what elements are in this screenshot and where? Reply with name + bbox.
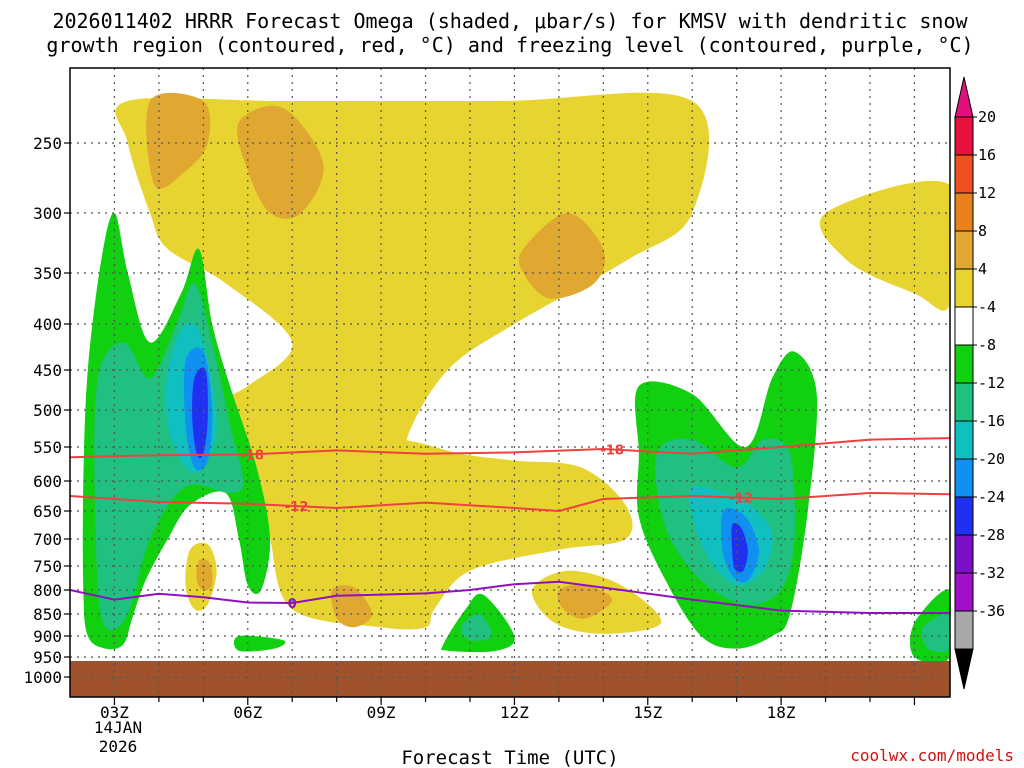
omega-region-25 xyxy=(731,523,748,573)
colorbar-label-8: 8 xyxy=(978,222,987,240)
colorbar-swatch-7 xyxy=(954,382,974,422)
colorbar-swatch-0 xyxy=(954,116,974,156)
colorbar-label--36: -36 xyxy=(978,602,1005,620)
chart-title-line-2: growth region (contoured, red, °C) and f… xyxy=(46,33,973,57)
colorbar-label--16: -16 xyxy=(978,412,1005,430)
omega-region-18 xyxy=(460,613,493,641)
omega-region-24 xyxy=(192,367,208,459)
contour-label--12: -12 xyxy=(285,500,309,515)
y-tick-label-300: 300 xyxy=(33,204,62,223)
colorbar-swatch-13 xyxy=(954,610,974,650)
colorbar-swatch-9 xyxy=(954,458,974,498)
colorbar: 20 16 12 8 4 -4 -8 -12 -16 -20 -24 -28 -32 -36 xyxy=(954,76,1005,690)
y-tick-label-1000: 1000 xyxy=(23,668,62,687)
contour-label--18: -18 xyxy=(240,448,264,463)
colorbar-swatch-3 xyxy=(954,230,974,270)
contour-line--18 xyxy=(70,437,950,459)
y-tick-label-400: 400 xyxy=(33,315,62,334)
colorbar-label--20: -20 xyxy=(978,450,1005,468)
omega-region-8 xyxy=(557,584,613,619)
colorbar-swatch-2 xyxy=(954,192,974,232)
omega-region-1 xyxy=(176,426,633,630)
x-axis-label: Forecast Time (UTC) xyxy=(401,747,618,768)
contour-line--12 xyxy=(70,491,950,513)
omega-region-7 xyxy=(518,213,606,299)
x-tick-label-03Z: 03Z xyxy=(100,703,129,722)
y-tick-label-950: 950 xyxy=(33,648,62,667)
colorbar-swatch-12 xyxy=(954,572,974,612)
plot-frame xyxy=(69,67,951,698)
y-tick-label-700: 700 xyxy=(33,530,62,549)
colorbar-bottom-arrow xyxy=(954,648,974,690)
x-tick-label-18Z: 18Z xyxy=(767,703,796,722)
colorbar-label--28: -28 xyxy=(978,526,1005,544)
colorbar-label-12: 12 xyxy=(978,184,996,202)
omega-region-12 xyxy=(233,635,286,652)
colorbar-label--24: -24 xyxy=(978,488,1005,506)
colorbar-swatch-6 xyxy=(954,344,974,384)
contour-label--12: -12 xyxy=(729,492,753,507)
colorbar-label-16: 16 xyxy=(978,146,996,164)
y-tick-label-450: 450 xyxy=(33,361,62,380)
credit-text: coolwx.com/models xyxy=(850,746,1014,765)
y-tick-label-600: 600 xyxy=(33,472,62,491)
x-tick-label-12Z: 12Z xyxy=(500,703,529,722)
y-tick-label-750: 750 xyxy=(33,557,62,576)
plot-area: -18 -18 -12 -12 0 xyxy=(69,67,951,698)
colorbar-label--32: -32 xyxy=(978,564,1005,582)
omega-region-19 xyxy=(921,613,950,653)
y-tick-label-850: 850 xyxy=(33,605,62,624)
omega-region-6 xyxy=(237,105,324,219)
contour-label-0: 0 xyxy=(288,597,297,612)
contour-line-0 xyxy=(70,580,950,614)
colorbar-label--12: -12 xyxy=(978,374,1005,392)
x-axis: 03Z 06Z 09Z 12Z 15Z 18Z xyxy=(100,697,916,722)
y-tick-label-550: 550 xyxy=(33,438,62,457)
colorbar-swatch-11 xyxy=(954,534,974,574)
x-tick-label-09Z: 09Z xyxy=(367,703,396,722)
x-tick-label-15Z: 15Z xyxy=(633,703,662,722)
colorbar-label-20: 20 xyxy=(978,108,996,126)
colorbar-top-arrow xyxy=(954,76,974,118)
x-date-day: 14JAN xyxy=(94,718,142,737)
omega-region-5 xyxy=(146,92,211,189)
colorbar-label--8: -8 xyxy=(978,336,996,354)
x-tick-label-06Z: 06Z xyxy=(233,703,262,722)
x-date-year: 2026 xyxy=(99,737,138,756)
colorbar-swatch-4 xyxy=(954,268,974,308)
terrain-ground xyxy=(70,661,950,697)
temperature-contours: -18 -18 -12 -12 0 xyxy=(70,437,950,614)
colorbar-label--4: -4 xyxy=(978,298,996,316)
colorbar-label-4: 4 xyxy=(978,260,987,278)
colorbar-swatch-8 xyxy=(954,420,974,460)
contour-label--18: -18 xyxy=(600,444,624,459)
y-axis: 250 300 350 400 450 500 550 600 650 700 750 800 850 9… xyxy=(23,134,70,687)
y-tick-label-350: 350 xyxy=(33,264,62,283)
y-tick-label-650: 650 xyxy=(33,502,62,521)
y-tick-label-250: 250 xyxy=(33,134,62,153)
omega-region-10 xyxy=(196,559,213,591)
colorbar-swatch-5 xyxy=(954,306,974,346)
y-tick-label-500: 500 xyxy=(33,401,62,420)
colorbar-swatch-1 xyxy=(954,154,974,194)
y-tick-label-800: 800 xyxy=(33,581,62,600)
omega-shaded-regions xyxy=(82,92,950,664)
chart-title-line-1: 2026011402 HRRR Forecast Omega (shaded, … xyxy=(52,9,968,33)
colorbar-swatch-10 xyxy=(954,496,974,536)
y-tick-label-900: 900 xyxy=(33,627,62,646)
